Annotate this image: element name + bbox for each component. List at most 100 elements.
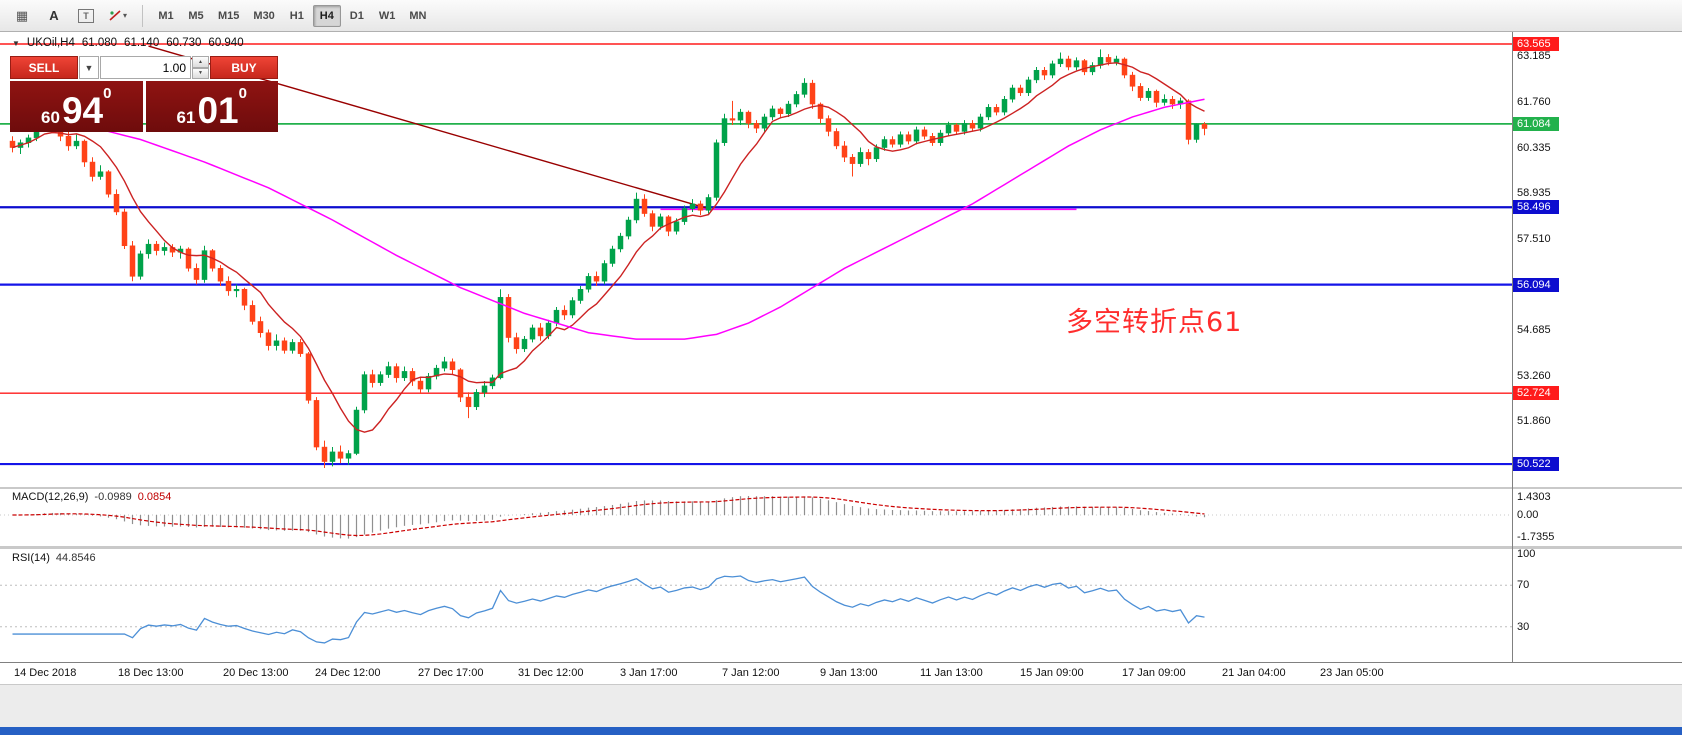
time-axis-border xyxy=(0,662,1682,663)
buy-price-button[interactable]: 61 01 0 xyxy=(145,81,278,132)
volume-input[interactable] xyxy=(100,56,191,79)
time-axis-label: 21 Jan 04:00 xyxy=(1222,667,1286,679)
sell-price-button[interactable]: 60 94 0 xyxy=(10,81,143,132)
time-axis-label: 11 Jan 13:00 xyxy=(920,667,983,679)
time-axis-label: 7 Jan 12:00 xyxy=(722,667,780,679)
macd-pane-canvas[interactable] xyxy=(0,489,1512,546)
time-axis-label: 31 Dec 12:00 xyxy=(518,667,584,679)
macd-signal-value: 0.0854 xyxy=(137,491,172,503)
text-box-glyph: T xyxy=(78,8,94,23)
sell-button[interactable]: SELL xyxy=(10,56,78,79)
macd-axis-label: 1.4303 xyxy=(1517,490,1551,503)
shapes-dropdown-icon[interactable]: ▾ xyxy=(104,3,132,29)
tf-button-M15[interactable]: M15 xyxy=(218,9,240,22)
price-axis-label: 53.260 xyxy=(1517,369,1551,382)
timeframe-group: M1 M5 M15 M30 H1 H4 D1 W1 MN xyxy=(151,4,433,27)
price-axis-tag: 61.084 xyxy=(1513,116,1559,131)
status-strip xyxy=(0,684,1682,728)
price-axis-tag: 63.565 xyxy=(1513,37,1559,51)
price-axis-label: 63.185 xyxy=(1517,50,1551,63)
rsi-line xyxy=(12,575,1205,644)
buy-price-pip: 0 xyxy=(238,85,247,102)
volume-stepper: ▲ ▼ xyxy=(192,56,209,79)
time-axis-label: 18 Dec 13:00 xyxy=(118,667,184,679)
chart-annotation: 多空转折点61 xyxy=(1066,307,1243,338)
buy-price-prefix: 61 xyxy=(176,108,196,127)
time-axis-label: 23 Jan 05:00 xyxy=(1320,667,1384,679)
diagonal-line-glyph xyxy=(109,10,121,21)
macd-pane-separator[interactable] xyxy=(0,487,1682,489)
chevron-down-icon: ▾ xyxy=(122,11,127,20)
time-axis-label: 17 Jan 09:00 xyxy=(1122,667,1186,679)
tf-button-M5[interactable]: M5 xyxy=(188,9,204,22)
volume-decrease-button[interactable]: ▼ xyxy=(192,67,209,79)
rsi-axis-label: 100 xyxy=(1517,548,1536,560)
sell-price-big: 94 xyxy=(61,90,104,131)
volume-increase-button[interactable]: ▲ xyxy=(192,56,209,68)
macd-axis-label: -1.7355 xyxy=(1517,531,1555,544)
rsi-name-label: RSI(14) xyxy=(12,552,50,564)
price-axis-tag: 56.094 xyxy=(1513,277,1559,292)
ma-slow-line xyxy=(12,98,1205,340)
text-label-icon[interactable]: A xyxy=(49,8,59,23)
open-value: 61.080 xyxy=(81,37,118,49)
price-axis-label: 61.760 xyxy=(1517,96,1551,109)
price-axis-label: 57.510 xyxy=(1517,233,1551,245)
symbol-period-label: UKOil,H4 xyxy=(26,37,75,49)
grid-icon[interactable]: ▦ xyxy=(15,7,29,23)
buy-button[interactable]: BUY xyxy=(210,56,278,79)
volume-dropdown-button[interactable]: ▼ xyxy=(79,56,99,79)
macd-name-label: MACD(12,26,9) xyxy=(12,491,89,503)
rsi-pane-separator[interactable] xyxy=(0,546,1682,549)
ma-fast-line xyxy=(12,62,1205,433)
time-axis-label: 3 Jan 17:00 xyxy=(620,667,678,679)
price-axis-tag: 58.496 xyxy=(1513,200,1559,215)
macd-axis-label: 0.00 xyxy=(1517,509,1539,521)
rsi-axis-label: 70 xyxy=(1517,579,1530,592)
tf-button-D1[interactable]: D1 xyxy=(349,9,364,22)
rsi-pane-canvas[interactable] xyxy=(0,549,1512,661)
macd-label-row: MACD(12,26,9) -0.0989 0.0854 xyxy=(12,491,171,503)
time-axis-label: 14 Dec 2018 xyxy=(14,667,77,679)
taskbar-edge xyxy=(0,727,1682,735)
tf-button-M30[interactable]: M30 xyxy=(253,9,275,22)
sell-price-pip: 0 xyxy=(103,85,112,102)
trade-controls-row: SELL ▼ ▲ ▼ BUY xyxy=(10,56,278,79)
chart-ohlc-header: ▼ UKOil,H4 61.080 61.140 60.730 60.940 xyxy=(12,37,244,49)
price-axis-border xyxy=(1512,32,1513,662)
buy-price-big: 01 xyxy=(197,90,239,131)
rsi-level-lines xyxy=(0,584,1512,628)
macd-histogram xyxy=(19,495,1206,539)
candles-layer xyxy=(9,49,1208,468)
tf-button-H4[interactable]: H4 xyxy=(312,4,341,27)
price-axis-label: 54.685 xyxy=(1517,323,1551,336)
toolbar-separator xyxy=(142,4,143,27)
tf-button-M1[interactable]: M1 xyxy=(158,9,174,22)
low-value: 60.730 xyxy=(166,37,202,49)
tf-button-W1[interactable]: W1 xyxy=(378,9,396,22)
price-axis-label: 58.935 xyxy=(1517,187,1551,200)
time-axis-label: 20 Dec 13:00 xyxy=(223,667,289,679)
symbol-triangle-icon: ▼ xyxy=(12,38,20,48)
rsi-value: 44.8546 xyxy=(55,552,96,564)
trade-price-row: 60 94 0 61 01 0 xyxy=(10,81,278,132)
price-axis-label: 51.860 xyxy=(1517,414,1551,427)
sell-price-prefix: 60 xyxy=(41,108,60,127)
time-axis-label: 15 Jan 09:00 xyxy=(1020,667,1084,679)
text-box-icon[interactable]: T xyxy=(72,3,100,29)
price-axis-tag: 52.724 xyxy=(1513,386,1559,401)
close-value: 60.940 xyxy=(208,37,244,49)
time-axis-label: 9 Jan 13:00 xyxy=(820,667,878,679)
macd-main-value: -0.0989 xyxy=(94,491,132,503)
high-value: 61.140 xyxy=(124,37,160,49)
price-axis-tag: 50.522 xyxy=(1513,457,1559,472)
rsi-axis-label: 30 xyxy=(1517,620,1530,633)
macd-signal-line xyxy=(12,496,1205,537)
toolbar: ▦ A T ▾ M1 M5 M15 M30 H1 H4 D1 W1 MN xyxy=(0,0,1682,32)
chevron-down-icon: ▼ xyxy=(84,62,94,73)
time-axis-label: 27 Dec 17:00 xyxy=(418,667,484,679)
tf-button-H1[interactable]: H1 xyxy=(289,9,304,22)
tf-button-MN[interactable]: MN xyxy=(409,9,427,22)
